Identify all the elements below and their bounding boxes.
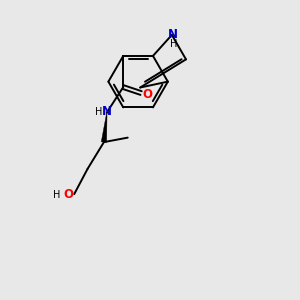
Polygon shape <box>101 112 107 142</box>
Text: H: H <box>95 107 102 117</box>
Text: O: O <box>142 88 153 101</box>
Text: H: H <box>170 39 177 50</box>
Text: H: H <box>53 190 61 200</box>
Text: N: N <box>102 105 112 118</box>
Text: N: N <box>168 28 178 41</box>
Text: O: O <box>63 188 73 201</box>
